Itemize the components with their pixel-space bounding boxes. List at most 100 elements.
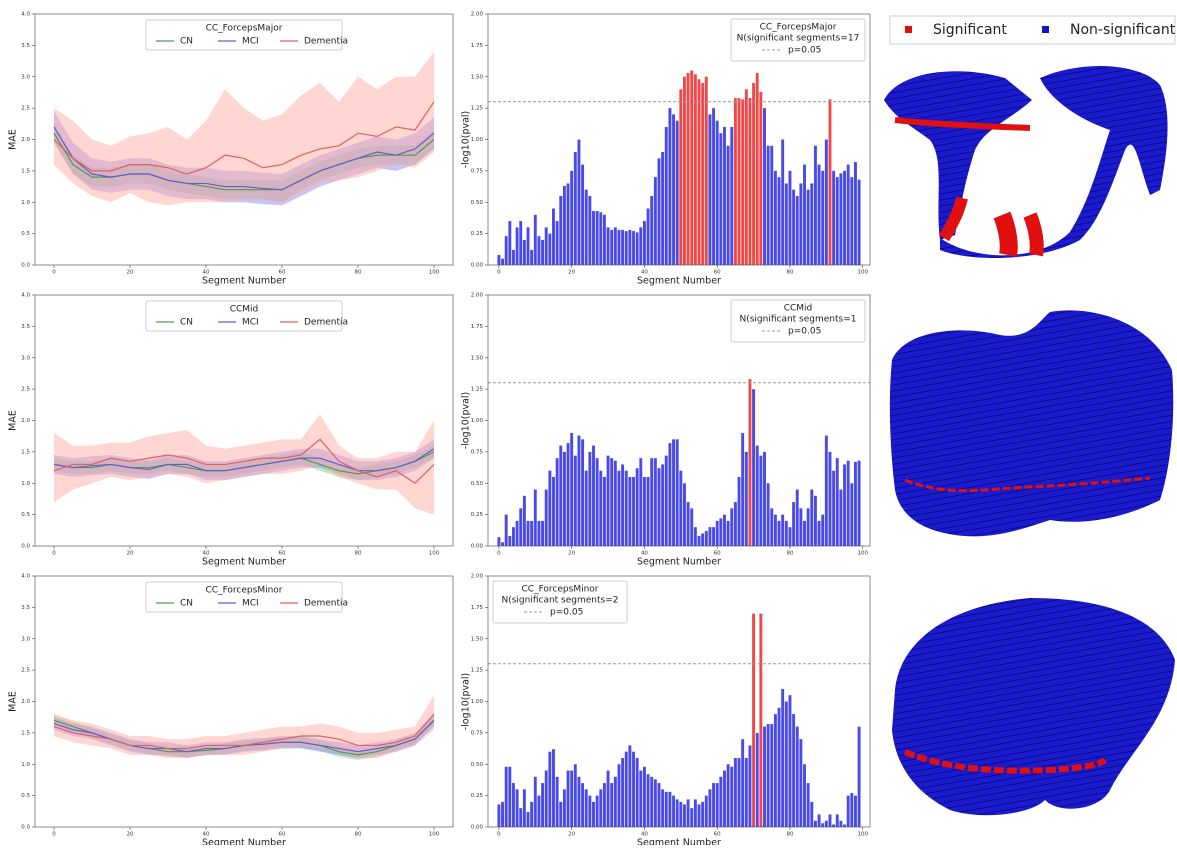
bar <box>778 521 781 546</box>
bar <box>668 108 671 265</box>
bar <box>694 527 697 546</box>
bar <box>574 764 577 827</box>
bar <box>574 456 577 546</box>
y-tick-label: 1.50 <box>471 355 484 361</box>
bar <box>537 236 540 265</box>
bar <box>818 521 821 546</box>
y-tick-label: 3.0 <box>21 355 30 361</box>
bar <box>708 527 711 546</box>
bar <box>607 227 610 265</box>
bar <box>825 821 828 827</box>
bar <box>574 152 577 265</box>
bar <box>829 99 832 265</box>
bar <box>741 739 744 827</box>
bar <box>516 227 519 265</box>
bar <box>781 515 784 546</box>
bar <box>683 77 686 265</box>
bar <box>603 477 606 546</box>
bar <box>581 165 584 265</box>
bar <box>807 783 810 827</box>
bar <box>599 789 602 827</box>
bar <box>628 745 631 827</box>
bar <box>537 521 540 546</box>
bar <box>832 471 835 546</box>
bar <box>730 508 733 546</box>
bar <box>563 452 566 546</box>
legend-title: CC_ForcepsMinor <box>206 586 283 596</box>
y-tick-label: 1.0 <box>21 481 30 487</box>
bar <box>541 521 544 546</box>
bar <box>763 452 766 546</box>
bar <box>661 789 664 827</box>
bar <box>614 227 617 265</box>
bar <box>712 527 715 546</box>
bar <box>843 171 846 265</box>
bar <box>785 521 788 546</box>
bar <box>567 771 570 827</box>
y-tick-label: 1.5 <box>21 449 30 455</box>
bar <box>763 727 766 827</box>
y-tick-label: 2.0 <box>21 418 30 424</box>
bar <box>596 458 599 546</box>
bar <box>752 389 755 546</box>
bar <box>577 140 580 266</box>
bar <box>799 183 802 265</box>
bar <box>781 689 784 827</box>
bar <box>727 764 730 827</box>
bar <box>821 171 824 265</box>
bar <box>665 127 668 265</box>
bar <box>621 230 624 265</box>
y-axis-label: MAE <box>8 129 19 150</box>
y-tick-label: 3.5 <box>21 43 30 49</box>
tract-legend-swatch <box>1042 26 1049 33</box>
bar <box>519 508 522 546</box>
bar <box>705 531 708 546</box>
bar <box>672 439 675 546</box>
bar <box>829 814 832 827</box>
legend-title: CC_ForcepsMajor <box>760 23 837 33</box>
bar <box>818 165 821 265</box>
bar <box>847 461 850 546</box>
bar <box>577 436 580 546</box>
bar <box>679 802 682 827</box>
y-axis-label: -log10(pval) <box>461 392 472 450</box>
x-tick-label: 0 <box>52 551 56 557</box>
bar <box>592 211 595 265</box>
bar <box>719 777 722 827</box>
x-tick-label: 20 <box>568 270 575 276</box>
bar <box>778 708 781 827</box>
bar <box>745 758 748 827</box>
y-tick-label: 2.0 <box>21 699 30 705</box>
bar <box>556 777 559 827</box>
bar <box>530 802 533 827</box>
bar <box>679 89 682 265</box>
bar <box>618 230 621 265</box>
bar <box>647 774 650 827</box>
legend-label: Dementia <box>304 37 348 47</box>
legend-label: CN <box>180 599 193 609</box>
x-tick-label: 80 <box>786 270 793 276</box>
bar <box>658 158 661 265</box>
tract-legend-label: Significant <box>933 22 1007 38</box>
y-tick-label: 1.0 <box>21 762 30 768</box>
bar <box>654 458 657 546</box>
bar <box>632 752 635 827</box>
bar <box>523 240 526 265</box>
bar <box>621 464 624 546</box>
legend-subtitle: N(significant segments=1 <box>739 315 856 325</box>
bar <box>603 215 606 265</box>
bar <box>752 614 755 827</box>
bar <box>643 477 646 546</box>
bar <box>792 502 795 546</box>
bar <box>698 804 701 827</box>
y-tick-label: 1.00 <box>471 418 484 424</box>
bar <box>588 452 591 546</box>
legend-subtitle: N(significant segments=2 <box>501 596 618 606</box>
bar <box>661 152 664 265</box>
bar <box>716 783 719 827</box>
bar <box>796 196 799 265</box>
bar <box>821 823 824 827</box>
bar <box>650 196 653 265</box>
tract-legend-label: Non-significant <box>1070 22 1176 38</box>
bar <box>705 77 708 265</box>
